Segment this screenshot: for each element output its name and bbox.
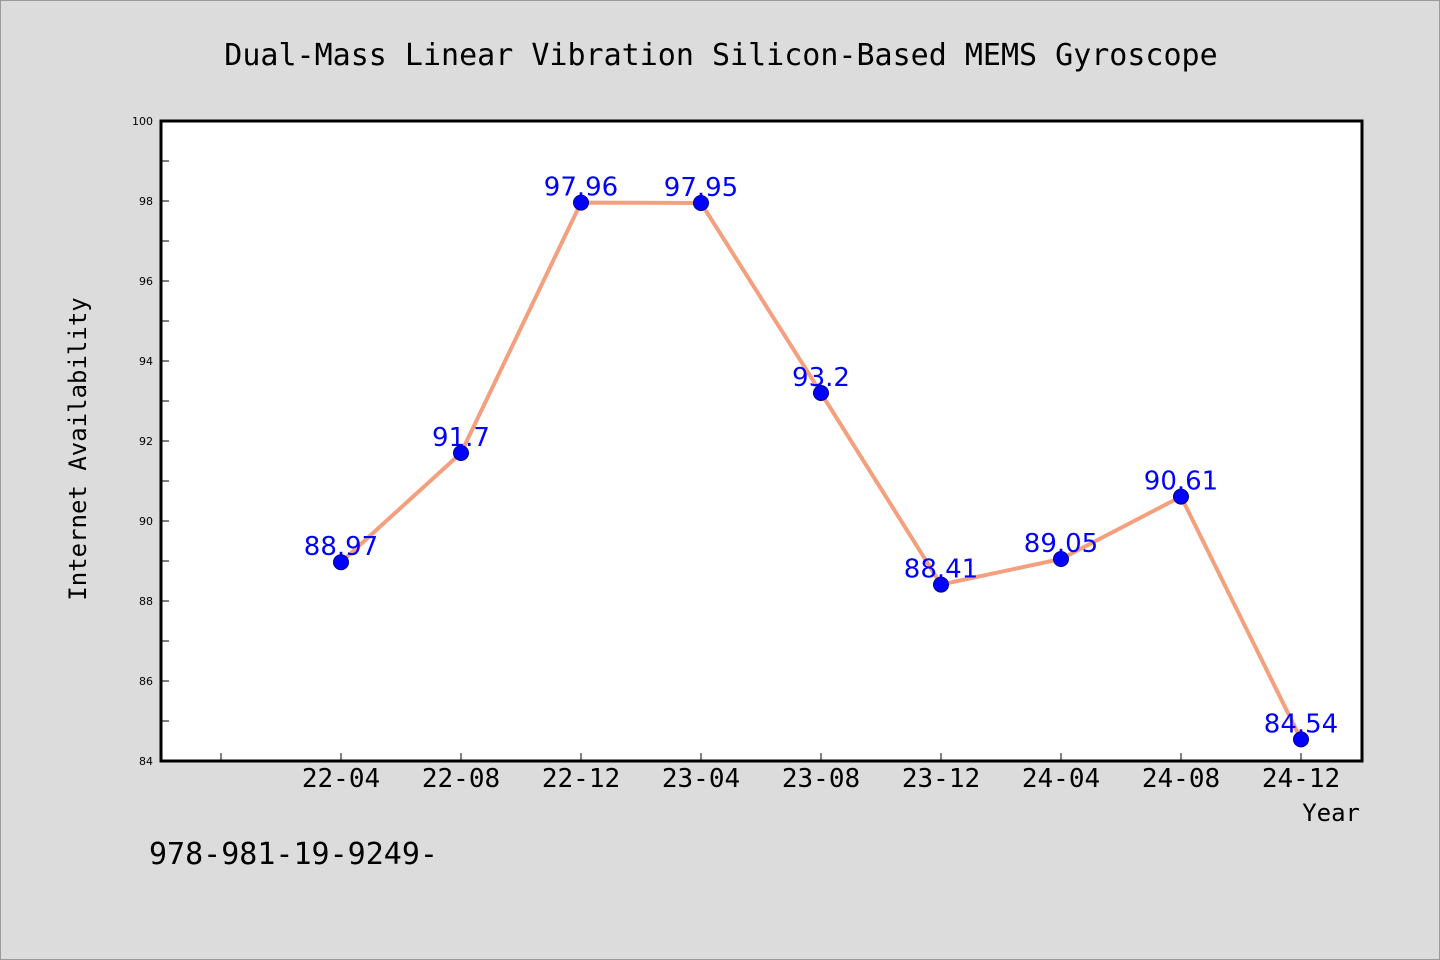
x-tick-label: 22-08 [422,764,500,794]
data-point [453,445,469,461]
x-axis-label: Year [1302,799,1360,827]
chart-title: Dual-Mass Linear Vibration Silicon-Based… [224,38,1217,73]
data-label: 93.2 [792,363,850,393]
y-tick-label: 96 [139,275,153,288]
data-label: 90.61 [1144,467,1218,497]
y-tick-label: 94 [139,355,153,368]
data-point [1173,488,1189,505]
data-label: 88.41 [904,555,978,585]
y-tick-label: 84 [139,755,153,768]
plot-frame [159,119,1364,763]
data-point [333,554,349,571]
x-tick-label: 23-12 [902,764,980,794]
x-axis: 22-04 22-08 22-12 23-04 23-08 23-12 24-04 24-08… [220,753,1340,794]
data-label: 97.95 [664,173,738,203]
data-markers [333,194,1309,748]
footnote-text: 978-981-19-9249- [149,837,438,872]
x-tick-label: 23-08 [782,764,860,794]
x-tick-label: 22-12 [542,764,620,794]
data-point [933,576,949,593]
y-tick-label: 98 [139,195,153,208]
y-tick-label: 100 [132,115,153,128]
data-point [813,385,829,401]
x-tick-label: 24-04 [1022,764,1100,794]
data-label: 89.05 [1024,529,1098,559]
y-tick-label: 90 [139,515,153,528]
x-tick-label: 23-04 [662,764,740,794]
y-axis-label: Internet Availability [64,297,92,600]
y-tick-label: 86 [139,675,153,688]
plot-area [161,121,1362,761]
y-tick-label: 88 [139,595,153,608]
data-point [573,194,589,211]
y-tick-label: 92 [139,435,153,448]
x-tick-label: 22-04 [302,764,380,794]
data-label: 84.54 [1264,709,1338,739]
data-label: 97.96 [544,173,618,203]
data-point [1053,551,1069,567]
data-label: 91.7 [432,423,490,453]
data-label: 88.97 [304,532,378,562]
x-tick-label: 24-12 [1262,764,1340,794]
x-tick-label: 24-08 [1142,764,1220,794]
y-axis: 84 86 88 90 92 94 96 98 100 [132,115,169,768]
data-point [693,195,709,211]
data-point [1293,731,1309,748]
data-labels: 88.97 91.7 97.96 97.95 93.2 88.41 89.05 90.61 84… [304,173,1338,740]
